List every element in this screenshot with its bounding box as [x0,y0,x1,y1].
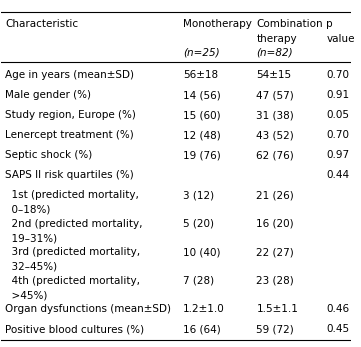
Text: Positive blood cultures (%): Positive blood cultures (%) [5,324,144,334]
Text: Monotherapy: Monotherapy [183,19,252,28]
Text: Age in years (mean±SD): Age in years (mean±SD) [5,70,134,80]
Text: 0.46: 0.46 [326,304,349,314]
Text: 21 (26): 21 (26) [256,190,294,200]
Text: 62 (76): 62 (76) [256,150,294,160]
Text: 14 (56): 14 (56) [183,90,221,100]
Text: 3 (12): 3 (12) [183,190,214,200]
Text: 15 (60): 15 (60) [183,110,221,120]
Text: 31 (38): 31 (38) [256,110,294,120]
Text: 22 (27): 22 (27) [256,247,294,257]
Text: 1.2±1.0: 1.2±1.0 [183,304,225,314]
Text: 1st (predicted mortality,: 1st (predicted mortality, [5,190,139,200]
Text: 16 (64): 16 (64) [183,324,221,334]
Text: 5 (20): 5 (20) [183,219,214,229]
Text: Organ dysfunctions (mean±SD): Organ dysfunctions (mean±SD) [5,304,171,314]
Text: 12 (48): 12 (48) [183,130,221,140]
Text: (n=25): (n=25) [183,48,219,58]
Text: 0.44: 0.44 [326,170,349,180]
Text: 0.70: 0.70 [326,130,349,140]
Text: 19 (76): 19 (76) [183,150,221,160]
Text: >45%): >45%) [5,290,47,300]
Text: 0.05: 0.05 [326,110,349,120]
Text: 2nd (predicted mortality,: 2nd (predicted mortality, [5,219,142,229]
Text: 0.45: 0.45 [326,324,349,334]
Text: 32–45%): 32–45%) [5,262,57,272]
Text: Combination: Combination [256,19,323,28]
Text: 16 (20): 16 (20) [256,219,294,229]
Text: 10 (40): 10 (40) [183,247,221,257]
Text: value: value [326,34,355,44]
Text: Characteristic: Characteristic [5,19,78,28]
Text: 0.91: 0.91 [326,90,349,100]
Text: 4th (predicted mortality,: 4th (predicted mortality, [5,276,140,286]
Text: 47 (57): 47 (57) [256,90,294,100]
Text: 0–18%): 0–18%) [5,204,50,214]
Text: 43 (52): 43 (52) [256,130,294,140]
Text: SAPS II risk quartiles (%): SAPS II risk quartiles (%) [5,170,134,180]
Text: p: p [326,19,333,28]
Text: Lenercept treatment (%): Lenercept treatment (%) [5,130,134,140]
Text: 1.5±1.1: 1.5±1.1 [256,304,298,314]
Text: 0.70: 0.70 [326,70,349,80]
Text: Study region, Europe (%): Study region, Europe (%) [5,110,136,120]
Text: 19–31%): 19–31%) [5,233,57,243]
Text: 54±15: 54±15 [256,70,292,80]
Text: 56±18: 56±18 [183,70,218,80]
Text: 3rd (predicted mortality,: 3rd (predicted mortality, [5,247,140,257]
Text: 59 (72): 59 (72) [256,324,294,334]
Text: Male gender (%): Male gender (%) [5,90,91,100]
Text: Septic shock (%): Septic shock (%) [5,150,92,160]
Text: 7 (28): 7 (28) [183,276,214,286]
Text: (n=82): (n=82) [256,48,293,58]
Text: 23 (28): 23 (28) [256,276,294,286]
Text: 0.97: 0.97 [326,150,349,160]
Text: therapy: therapy [256,34,297,44]
